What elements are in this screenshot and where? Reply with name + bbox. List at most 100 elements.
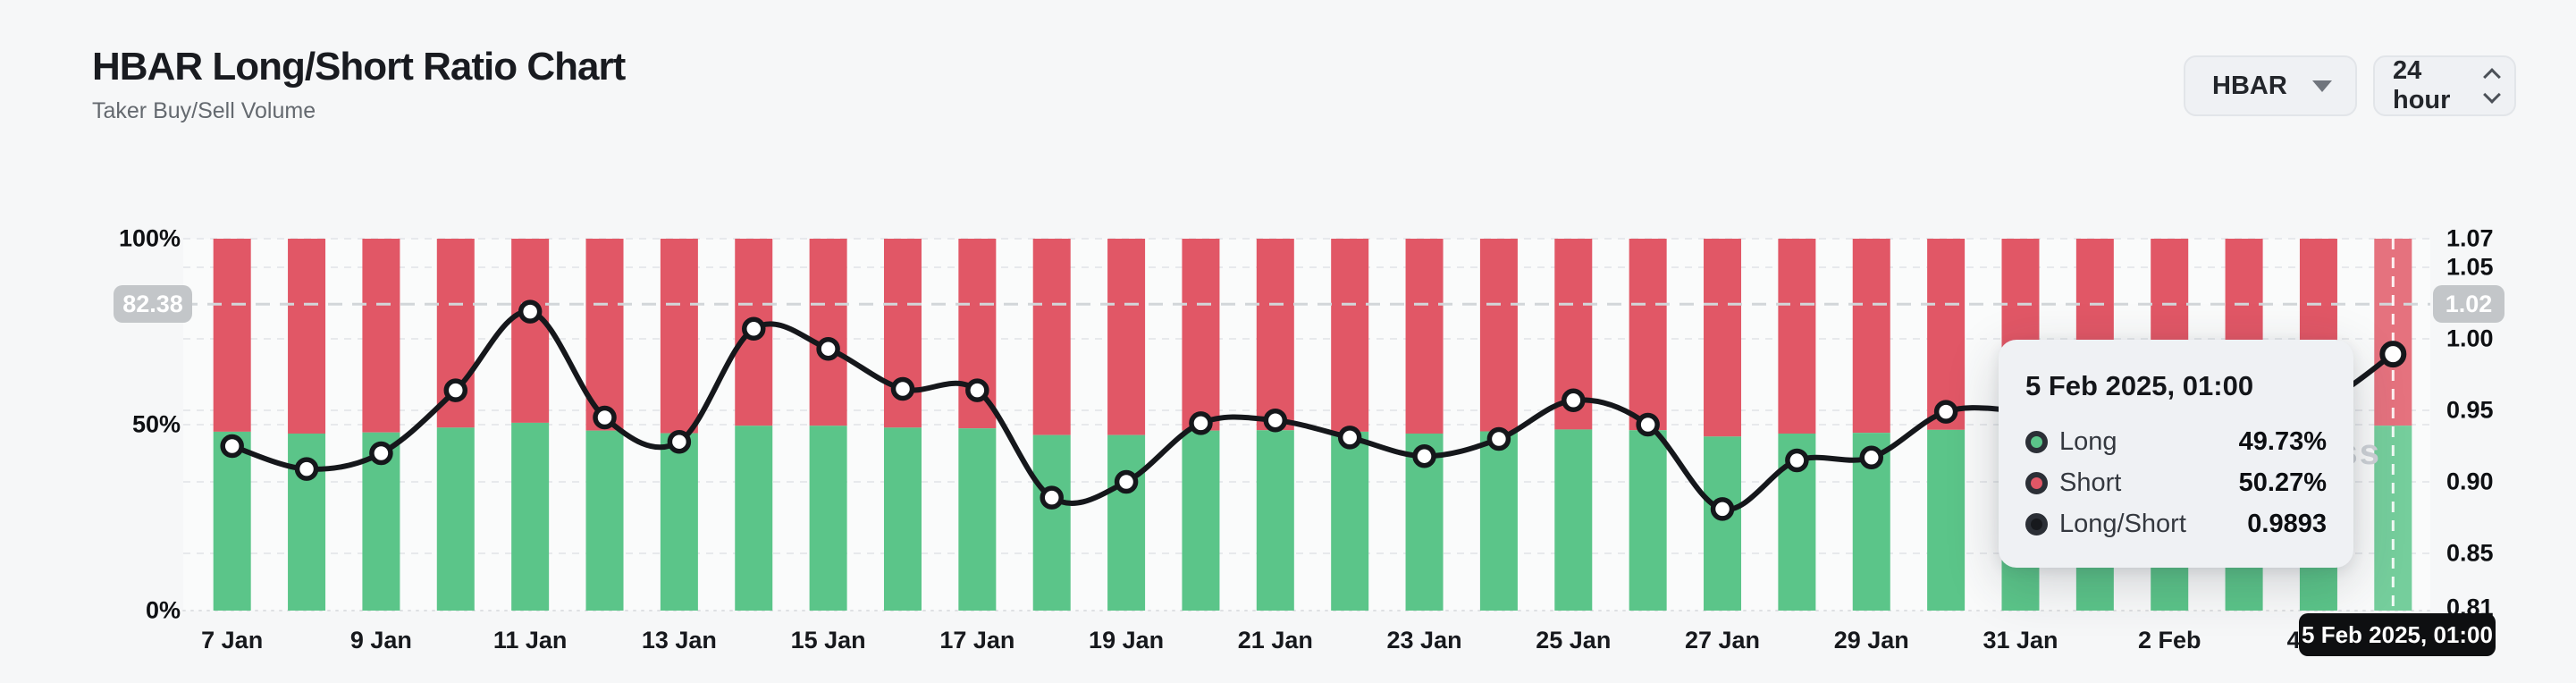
- x-axis-label: 31 Jan: [1983, 627, 2058, 653]
- bar-long-13-jan[interactable]: [660, 433, 698, 611]
- bar-long-20-jan[interactable]: [1182, 430, 1220, 611]
- bar-short-24-jan[interactable]: [1479, 239, 1518, 432]
- x-axis-label: 25 Jan: [1536, 627, 1612, 653]
- tooltip-row-value: 0.9893: [2247, 510, 2327, 538]
- highlighted-bar-overlay: [2374, 239, 2412, 611]
- long-short-series-icon: [2025, 513, 2048, 535]
- line-marker-5-feb[interactable]: [2379, 341, 2407, 368]
- bar-long-19-jan[interactable]: [1107, 434, 1146, 611]
- bar-long-11-jan[interactable]: [511, 422, 550, 611]
- line-marker-13-jan[interactable]: [667, 429, 692, 454]
- bar-long-14-jan[interactable]: [735, 426, 773, 611]
- bar-short-26-jan[interactable]: [1629, 239, 1667, 431]
- bar-short-15-jan[interactable]: [809, 239, 847, 426]
- y-axis-label-right: 1.05: [2446, 253, 2494, 281]
- bar-long-16-jan[interactable]: [883, 427, 922, 611]
- bar-short-7-jan[interactable]: [213, 239, 251, 432]
- interval-select[interactable]: 24 hour: [2373, 55, 2516, 116]
- interval-select-value: 24 hour: [2393, 56, 2451, 114]
- line-marker-10-jan[interactable]: [443, 378, 468, 402]
- symbol-select[interactable]: HBAR: [2184, 55, 2357, 116]
- bar-short-28-jan[interactable]: [1778, 239, 1816, 434]
- page-title: HBAR Long/Short Ratio Chart: [92, 45, 626, 89]
- chart-tooltip: 5 Feb 2025, 01:00 Long 49.73% Short 50.27% L…: [1999, 340, 2353, 568]
- bar-long-17-jan[interactable]: [958, 428, 997, 611]
- line-marker-30-jan[interactable]: [1933, 400, 1958, 424]
- tooltip-date: 5 Feb 2025, 01:00: [2025, 370, 2254, 401]
- tooltip-row-short: Short 50.27%: [2025, 468, 2327, 498]
- tooltip-row-value: 50.27%: [2238, 468, 2327, 497]
- bar-short-18-jan[interactable]: [1032, 239, 1071, 435]
- line-marker-26-jan[interactable]: [1636, 412, 1660, 437]
- line-marker-12-jan[interactable]: [593, 405, 617, 430]
- long-series-icon: [2025, 431, 2048, 453]
- line-marker-7-jan[interactable]: [220, 434, 244, 459]
- y-axis-label-right: 0.90: [2446, 468, 2494, 495]
- bar-short-9-jan[interactable]: [362, 239, 400, 433]
- line-marker-29-jan[interactable]: [1859, 445, 1883, 470]
- line-marker-8-jan[interactable]: [294, 457, 319, 481]
- symbol-select-value: HBAR: [2212, 71, 2287, 100]
- bar-short-30-jan[interactable]: [1927, 239, 1966, 430]
- line-marker-9-jan[interactable]: [369, 441, 393, 466]
- line-marker-19-jan[interactable]: [1114, 469, 1139, 494]
- line-marker-22-jan[interactable]: [1337, 426, 1362, 450]
- line-marker-24-jan[interactable]: [1486, 426, 1511, 451]
- right-axis-crosshair-badge: 1.02: [2433, 285, 2504, 324]
- x-axis-label: 27 Jan: [1684, 627, 1761, 653]
- bar-short-22-jan[interactable]: [1331, 239, 1369, 432]
- bar-short-19-jan[interactable]: [1107, 239, 1146, 435]
- bar-long-26-jan[interactable]: [1629, 430, 1667, 611]
- bar-short-23-jan[interactable]: [1405, 239, 1444, 434]
- bar-short-20-jan[interactable]: [1182, 239, 1220, 431]
- bar-long-30-jan[interactable]: [1927, 429, 1966, 611]
- line-marker-16-jan[interactable]: [890, 376, 915, 401]
- line-marker-27-jan[interactable]: [1710, 497, 1735, 521]
- x-axis-label: 29 Jan: [1833, 627, 1909, 653]
- bar-short-8-jan[interactable]: [288, 239, 326, 434]
- line-marker-17-jan[interactable]: [965, 378, 989, 402]
- bar-long-12-jan[interactable]: [585, 430, 624, 611]
- y-axis-label-left: 100%: [118, 224, 181, 252]
- x-axis-label: 7 Jan: [201, 627, 264, 653]
- x-axis-label: 11 Jan: [492, 627, 568, 653]
- x-axis-label: 2 Feb: [2137, 627, 2201, 653]
- bar-long-7-jan[interactable]: [213, 431, 251, 611]
- bar-long-21-jan[interactable]: [1256, 430, 1294, 611]
- line-marker-25-jan[interactable]: [1562, 388, 1586, 413]
- line-marker-15-jan[interactable]: [816, 336, 840, 361]
- bar-long-10-jan[interactable]: [436, 427, 475, 611]
- bar-long-18-jan[interactable]: [1032, 434, 1071, 611]
- bar-long-24-jan[interactable]: [1479, 431, 1518, 611]
- left-axis-crosshair-badge: 82.38: [114, 285, 192, 324]
- y-axis-label-right: 0.95: [2446, 396, 2494, 424]
- crosshair-date-label: 5 Feb 2025, 01:00: [2299, 613, 2496, 656]
- y-axis-label-right: 0.85: [2446, 539, 2494, 567]
- x-axis-label: 17 Jan: [939, 627, 1015, 653]
- bar-short-21-jan[interactable]: [1256, 239, 1294, 431]
- line-marker-14-jan[interactable]: [742, 316, 766, 342]
- tooltip-row-long-short: Long/Short 0.9893: [2025, 510, 2327, 539]
- bar-short-13-jan[interactable]: [660, 239, 698, 434]
- line-marker-18-jan[interactable]: [1040, 485, 1064, 510]
- line-marker-23-jan[interactable]: [1412, 443, 1436, 468]
- bar-short-11-jan[interactable]: [511, 239, 550, 423]
- line-marker-11-jan[interactable]: [518, 299, 543, 324]
- bar-short-29-jan[interactable]: [1852, 239, 1890, 434]
- x-axis-label: 9 Jan: [349, 627, 412, 653]
- y-axis-label-right: 1.00: [2446, 325, 2494, 352]
- line-marker-28-jan[interactable]: [1785, 448, 1809, 473]
- bar-long-22-jan[interactable]: [1331, 431, 1369, 611]
- bar-long-27-jan[interactable]: [1704, 436, 1742, 611]
- line-marker-21-jan[interactable]: [1263, 408, 1288, 433]
- bar-short-27-jan[interactable]: [1704, 239, 1742, 437]
- bar-long-25-jan[interactable]: [1554, 429, 1593, 611]
- bar-long-15-jan[interactable]: [809, 426, 847, 611]
- x-axis-label: 23 Jan: [1386, 627, 1462, 653]
- tooltip-row-long: Long 49.73%: [2025, 427, 2327, 457]
- line-marker-20-jan[interactable]: [1189, 411, 1213, 435]
- chevron-down-icon: [2312, 80, 2332, 92]
- tooltip-row-label: Short: [2059, 468, 2122, 497]
- x-axis-label: 13 Jan: [641, 627, 717, 653]
